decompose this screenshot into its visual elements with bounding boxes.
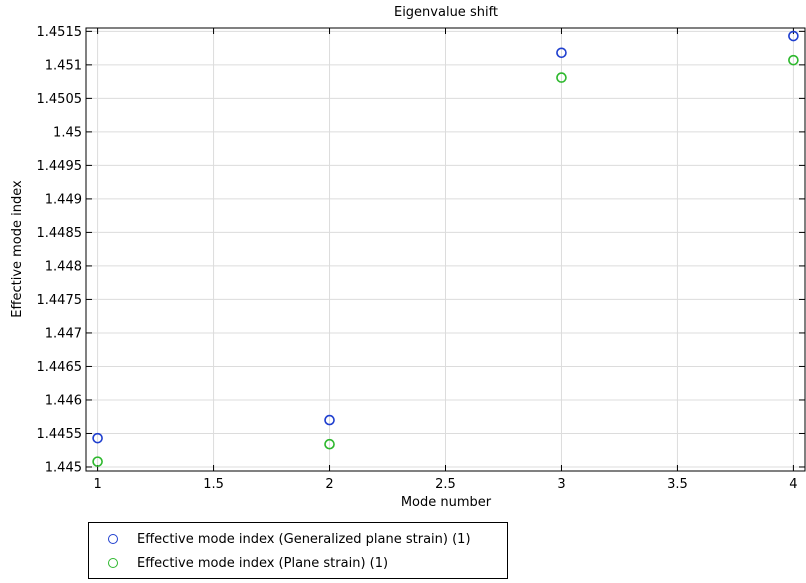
x-tick-label: 3.5 xyxy=(667,477,688,492)
y-tick-label: 1.4495 xyxy=(37,159,83,174)
data-point-series-1 xyxy=(324,438,335,450)
data-point-series-0 xyxy=(556,47,567,59)
y-tick-label: 1.446 xyxy=(45,393,82,408)
legend-label: Effective mode index (Plane strain) (1) xyxy=(137,555,389,571)
legend-label: Effective mode index (Generalized plane … xyxy=(137,531,471,547)
data-points xyxy=(92,30,799,467)
y-axis-label: Effective mode index xyxy=(10,180,25,318)
legend-marker-circle-icon xyxy=(108,534,118,544)
y-axis: 1.445 1.4455 1.446 1.4465 1.447 1.4475 1.448 1.… xyxy=(37,25,805,475)
data-point-series-1 xyxy=(556,72,567,83)
data-point-series-0 xyxy=(92,432,103,444)
y-tick-label: 1.4475 xyxy=(37,293,83,308)
y-tick-label: 1.445 xyxy=(45,460,82,475)
data-point-series-1 xyxy=(788,54,799,66)
y-tick-label: 1.449 xyxy=(45,192,82,207)
chart-title: Eigenvalue shift xyxy=(394,5,498,20)
legend: Effective mode index (Generalized plane … xyxy=(88,522,508,579)
x-tick-label: 1.5 xyxy=(203,477,224,492)
x-axis-label: Mode number xyxy=(401,495,492,510)
y-tick-label: 1.45 xyxy=(53,125,82,140)
y-tick-label: 1.4465 xyxy=(37,360,83,375)
y-tick-label: 1.4485 xyxy=(37,226,83,241)
data-point-series-1 xyxy=(92,456,103,467)
y-tick-label: 1.448 xyxy=(45,259,82,274)
legend-marker-circle-icon xyxy=(108,558,118,568)
y-tick-label: 1.4515 xyxy=(37,25,83,40)
data-point-series-0 xyxy=(324,414,335,426)
y-tick-label: 1.447 xyxy=(45,326,82,341)
y-tick-label: 1.4505 xyxy=(37,92,83,107)
grid-lines xyxy=(86,28,805,471)
y-tick-label: 1.451 xyxy=(45,58,82,73)
x-tick-label: 1 xyxy=(93,477,101,492)
x-axis: 1 1.5 2 2.5 3 3.5 4 xyxy=(93,28,798,492)
x-tick-label: 2 xyxy=(325,477,333,492)
x-tick-label: 2.5 xyxy=(435,477,456,492)
data-point-series-0 xyxy=(788,30,799,42)
y-tick-label: 1.4455 xyxy=(37,427,83,442)
x-tick-label: 4 xyxy=(789,477,797,492)
x-tick-label: 3 xyxy=(557,477,565,492)
